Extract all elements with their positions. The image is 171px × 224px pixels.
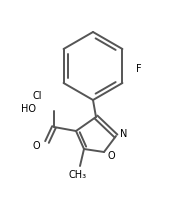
Text: Cl: Cl xyxy=(32,91,42,101)
Text: O: O xyxy=(32,141,40,151)
Text: O: O xyxy=(108,151,116,161)
Text: F: F xyxy=(136,64,142,74)
Text: CH₃: CH₃ xyxy=(69,170,87,180)
Text: HO: HO xyxy=(21,104,36,114)
Text: N: N xyxy=(120,129,127,139)
